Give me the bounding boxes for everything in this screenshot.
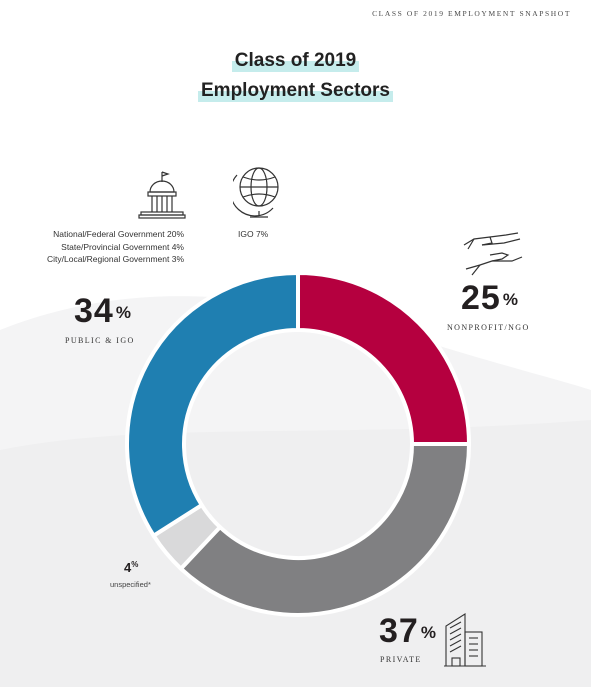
unspecified-percent: 4% (124, 560, 138, 575)
igo-detail: IGO 7% (238, 229, 269, 239)
public-label: PUBLIC & IGO (65, 336, 135, 345)
public-detail-state: State/Provincial Government 4% (61, 241, 184, 252)
private-percent-number: 37 (379, 612, 419, 650)
nonprofit-label: NONPROFIT/NGO (447, 323, 530, 332)
donut-slice-public (125, 270, 300, 539)
helping-hands-icon (463, 232, 523, 276)
unspecified-label: unspecified* (110, 580, 151, 589)
donut-slice-nonprofit (296, 270, 472, 446)
public-percent: 34% (74, 294, 132, 328)
public-detail-local: City/Local/Regional Government 3% (46, 254, 184, 264)
public-detail-federal: National/Federal Government 20% (53, 229, 184, 239)
nonprofit-percent: 25% (461, 281, 519, 315)
donut-slice-private (178, 442, 472, 617)
globe-icon (233, 167, 279, 218)
unspecified-percent-sign: % (131, 560, 139, 569)
header-label: CLASS OF 2019 EMPLOYMENT SNAPSHOT (372, 9, 571, 18)
title-line-1: Class of 2019 (231, 48, 360, 72)
unspecified-percent-number: 4 (124, 560, 132, 575)
title-line-2: Employment Sectors (198, 78, 393, 102)
office-building-icon (444, 613, 486, 667)
public-percent-sign: % (115, 303, 132, 322)
public-breakdown: National/Federal Government 20% State/Pr… (20, 228, 184, 266)
capitol-building-icon (138, 171, 186, 219)
nonprofit-percent-number: 25 (461, 279, 501, 317)
nonprofit-percent-sign: % (502, 290, 519, 309)
private-label: PRIVATE (380, 655, 422, 664)
private-percent-sign: % (420, 623, 437, 642)
private-percent: 37% (379, 614, 437, 648)
public-percent-number: 34 (74, 292, 114, 330)
chart-title: Class of 2019 Employment Sectors (0, 48, 591, 102)
